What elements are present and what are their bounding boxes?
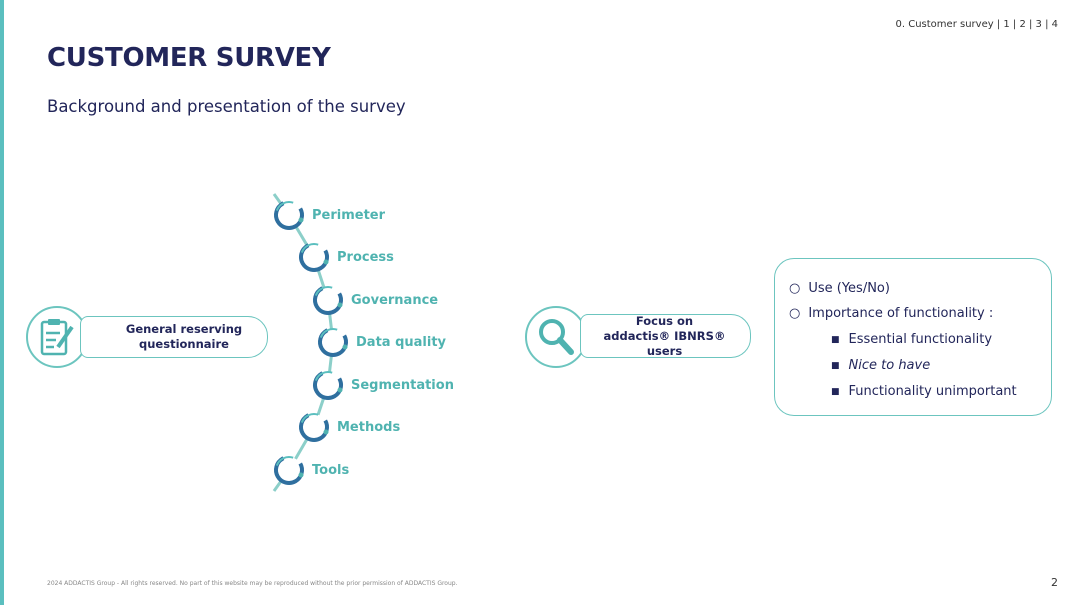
step-label: Governance [351,292,439,308]
sub-list-item: ■ Functionality unimportant [831,384,1017,399]
sub-list-item: ■ Essential functionality [831,332,993,347]
step-label: Tools [312,462,350,478]
step-label: Data quality [356,334,447,350]
ring-icon [299,242,329,272]
item-text: Importance of functionality : [808,306,994,321]
page-subtitle: Background and presentation of the surve… [47,97,406,116]
clipboard-icon [26,306,88,368]
magnifier-icon [525,306,587,368]
focus-users-box: Focus on addactis® IBNRS® users [580,314,751,358]
ring-icon [313,285,343,315]
item-text: Use (Yes/No) [808,281,890,296]
ring-icon [318,327,348,357]
step-governance: Governance [311,283,438,317]
ring-icon [299,412,329,442]
page-title: CUSTOMER SURVEY [47,43,331,73]
section-nav[interactable]: 0. Customer survey | 1 | 2 | 3 | 4 [895,19,1058,30]
step-methods: Methods [297,410,400,444]
ring-icon [274,455,304,485]
list-item: ○ Importance of functionality : [789,306,994,321]
footer-copyright: 2024 ADDACTIS Group - All rights reserve… [47,580,458,587]
sub-list-item: ■ Nice to have [831,358,931,373]
step-label: Methods [337,419,401,435]
item-text: Functionality unimportant [848,384,1017,399]
item-text: Essential functionality [848,332,993,347]
step-label: Segmentation [351,377,454,393]
general-questionnaire-box: General reserving questionnaire [80,316,268,358]
step-label: Perimeter [312,207,386,223]
step-segmentation: Segmentation [311,368,454,402]
accent-bar [0,0,4,605]
ring-icon [313,370,343,400]
step-perimeter: Perimeter [272,198,385,232]
step-process: Process [297,240,394,274]
step-tools: Tools [272,453,349,487]
list-item: ○ Use (Yes/No) [789,281,890,296]
functionality-box: ○ Use (Yes/No) ○ Importance of functionali… [774,258,1052,416]
page-number: 2 [1051,576,1058,589]
step-label: Process [337,249,394,265]
step-data-quality: Data quality [316,325,446,359]
ring-icon [274,200,304,230]
item-text: Nice to have [848,358,931,373]
